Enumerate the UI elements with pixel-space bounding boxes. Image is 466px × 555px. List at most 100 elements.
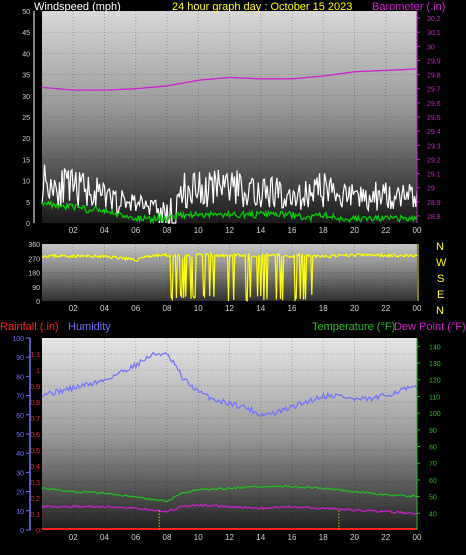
baro-y-tick: 30.1 [427,30,441,37]
rain-y-tick: 0.2 [30,496,40,503]
wind-gust-line [41,164,418,224]
x-tick-label: 20 [350,304,359,313]
x-tick-label: 06 [131,304,140,313]
direction-y-tick: 0 [36,299,40,306]
x-tick-label: 22 [381,533,390,542]
humidity-y-tick: 10 [16,509,24,516]
direction-y-tick: 270 [28,256,40,263]
humidity-y-tick: 30 [16,470,24,477]
humidity-y-tick: 70 [16,394,24,401]
x-tick-label: 06 [131,226,140,235]
dewpoint-label: Dew Point (°F) [394,321,466,333]
x-tick-label: 02 [69,226,78,235]
humidity-y-tick: 90 [16,355,24,362]
wind-y-tick: 40 [22,51,30,58]
x-tick-label: 18 [319,304,328,313]
wind-y-tick: 10 [22,179,30,186]
x-tick-label: 00 [413,226,422,235]
direction-series [41,251,418,302]
temp-y-tick: 110 [429,394,440,401]
temp-y-tick: 80 [429,445,437,452]
baro-y-tick: 29.5 [427,115,441,122]
humidity-y-tick: 50 [16,432,24,439]
rain-y-tick: 0 [36,528,40,535]
compass-n-top: N [436,241,444,253]
x-tick-label: 10 [194,533,203,542]
climate-series [41,351,418,530]
x-tick-label: 12 [225,533,234,542]
graph-title: 24 hour graph day : October 15 2023 [172,1,352,13]
wind-y-tick: 45 [22,30,30,37]
humidity-y-tick: 80 [16,374,24,381]
x-tick-label: 14 [256,533,265,542]
compass-s: S [437,273,444,285]
wind-series [41,68,418,225]
x-tick-label: 08 [163,226,172,235]
barometer-label: Barometer (.in) [372,1,445,13]
baro-y-tick: 29.7 [427,87,441,94]
x-tick-label: 14 [256,226,265,235]
x-tick-label: 12 [225,304,234,313]
baro-y-tick: 28.9 [427,200,441,207]
rain-y-tick: 0.9 [30,384,40,391]
x-tick-label: 20 [350,533,359,542]
x-tick-label: 20 [350,226,359,235]
baro-y-tick: 29.9 [427,58,441,65]
windspeed-label: Windspeed (mph) [34,1,121,13]
x-tick-label: 04 [100,533,109,542]
temp-y-tick: 50 [429,495,437,502]
humidity-y-tick: 0 [20,528,24,535]
humidity-y-tick: 100 [12,336,24,343]
rain-y-tick: 1.1 [30,352,40,359]
rain-y-tick: 0.1 [30,512,40,519]
rain-y-tick: 0.4 [30,464,40,471]
x-tick-label: 04 [100,304,109,313]
rain-y-tick: 0.5 [30,448,40,455]
baro-y-tick: 29.2 [427,157,441,164]
x-tick-label: 18 [319,226,328,235]
temp-y-tick: 40 [429,511,437,518]
rain-y-tick: 1 [36,368,40,375]
compass-e: E [437,289,444,301]
x-tick-label: 08 [163,533,172,542]
humidity-label: Humidity [68,321,111,333]
wind-y-tick: 5 [26,200,30,207]
climate-panel-bg [42,338,417,530]
x-tick-label: 22 [381,226,390,235]
rain-y-tick: 0.7 [30,416,40,423]
temp-y-tick: 140 [429,344,441,351]
wind-y-tick: 50 [22,9,30,16]
rain-y-tick: 0.8 [30,400,40,407]
direction-y-tick: 90 [32,285,40,292]
x-tick-label: 12 [225,226,234,235]
barometer-line [41,68,418,91]
x-tick-label: 00 [413,304,422,313]
wind-y-tick: 30 [22,94,30,101]
wind-y-tick: 35 [22,73,30,80]
x-tick-label: 10 [194,304,203,313]
x-tick-label: 16 [288,304,297,313]
temp-y-tick: 130 [429,361,441,368]
rain-y-tick: 0.6 [30,432,40,439]
compass-n-bottom: N [436,305,444,317]
temp-y-tick: 90 [429,428,437,435]
humidity-y-tick: 40 [16,451,24,458]
humidity-y-tick: 60 [16,413,24,420]
wind-y-tick: 0 [26,221,30,228]
rainfall-label: Rainfall (.in) [0,321,59,333]
direction-y-tick: 180 [28,271,40,278]
x-tick-label: 14 [256,304,265,313]
wind-y-tick: 15 [22,157,30,164]
x-tick-label: 16 [288,533,297,542]
baro-y-tick: 30 [427,44,435,51]
compass-w: W [436,257,447,269]
temperature-label: Temperature (°F) [312,321,395,333]
humidity-y-tick: 20 [16,490,24,497]
x-tick-label: 02 [69,533,78,542]
baro-y-tick: 29.3 [427,143,441,150]
dewpoint-line [41,503,418,515]
wind-average-line [41,200,418,225]
direction-y-tick: 360 [28,242,40,249]
